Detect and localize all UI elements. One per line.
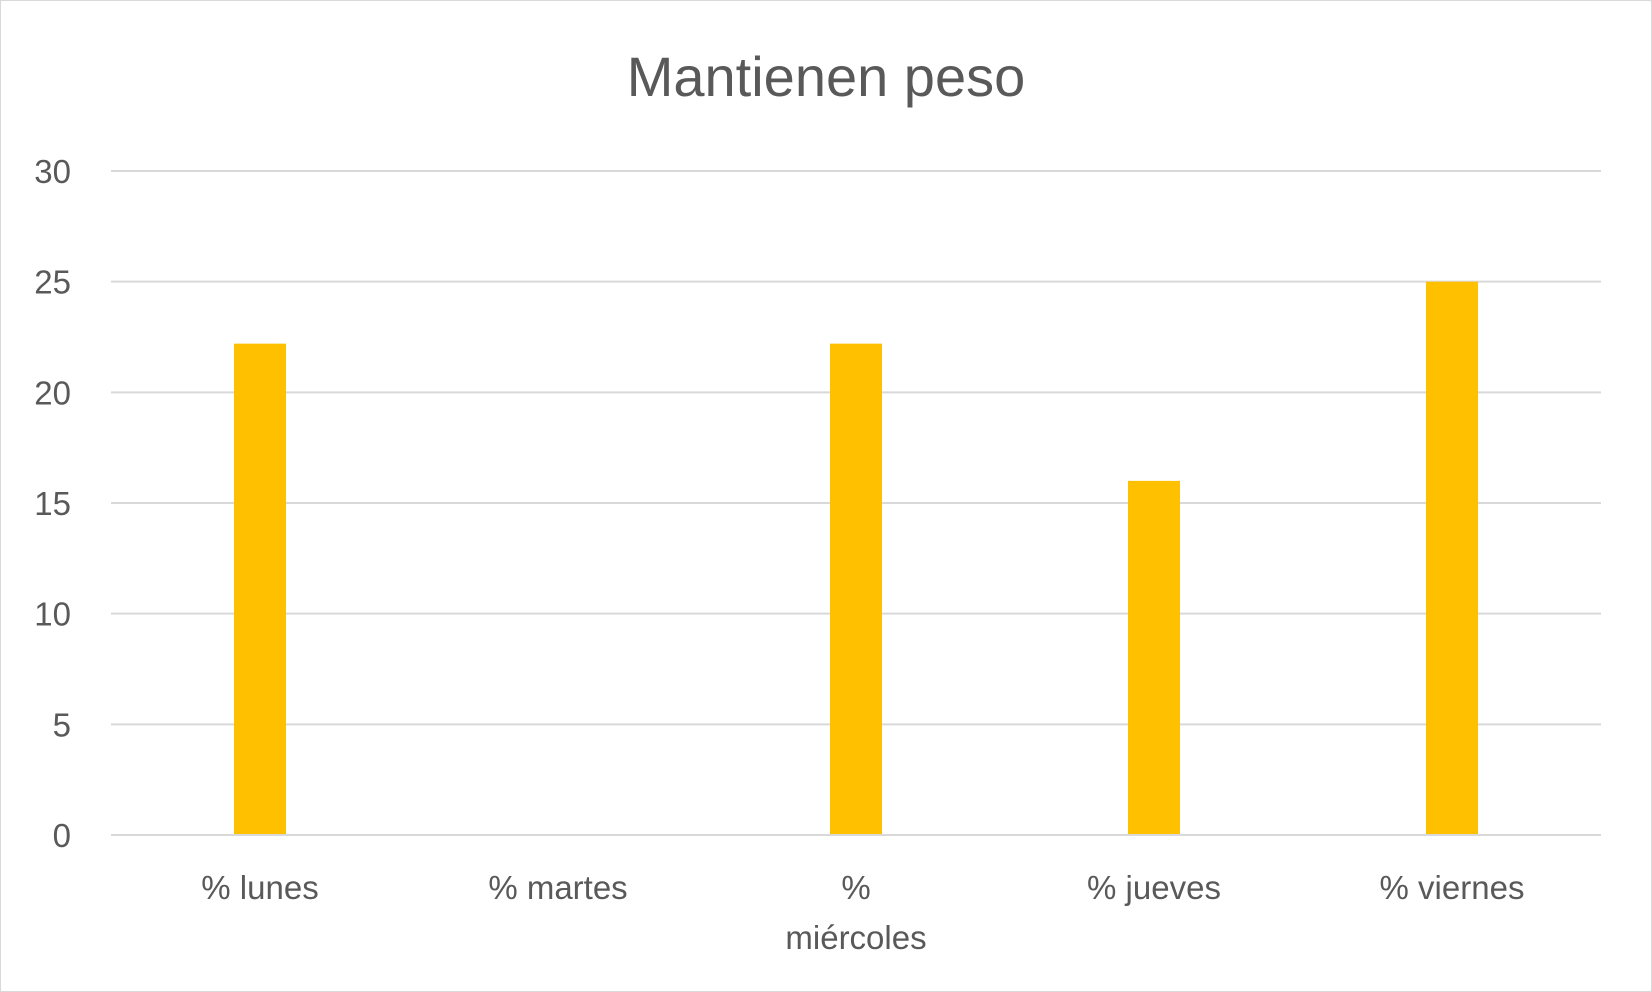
- y-tick-label: 5: [53, 706, 71, 743]
- x-tick-label: % lunes: [201, 869, 318, 906]
- bar: [1128, 480, 1180, 835]
- bars: [234, 281, 1478, 836]
- bar: [234, 343, 286, 835]
- y-axis-tick-labels: 0 5 10 15 20 25 30: [34, 153, 71, 854]
- y-tick-label: 10: [34, 596, 71, 633]
- x-tick-label: % viernes: [1380, 869, 1525, 906]
- y-tick-label: 25: [34, 264, 71, 301]
- y-tick-label: 0: [53, 817, 71, 854]
- x-axis-tick-labels: % lunes % martes % miércoles % jueves % viern…: [201, 869, 1524, 956]
- y-tick-label: 15: [34, 485, 71, 522]
- x-tick-label: % martes: [488, 869, 627, 906]
- bar: [830, 343, 882, 835]
- y-tick-label: 20: [34, 374, 71, 411]
- x-tick-label: % miércoles: [785, 869, 926, 956]
- bar: [1426, 281, 1478, 836]
- y-tick-label: 30: [34, 153, 71, 190]
- x-tick-label: % jueves: [1087, 869, 1221, 906]
- chart-title: Mantienen peso: [627, 45, 1026, 108]
